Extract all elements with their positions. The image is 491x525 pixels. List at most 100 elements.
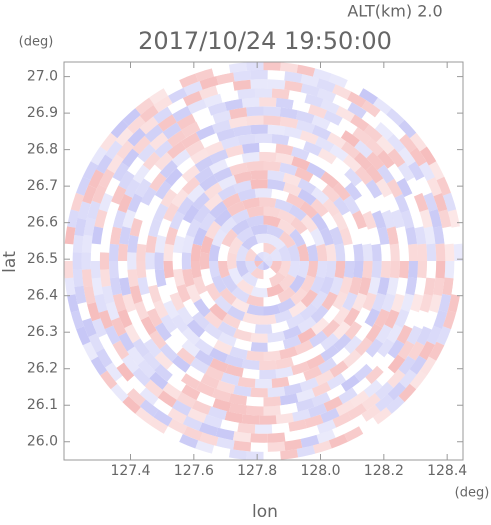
echo-cell bbox=[254, 424, 273, 434]
echo-cell bbox=[208, 244, 221, 261]
echo-cell bbox=[291, 361, 310, 376]
echo-cell bbox=[371, 292, 387, 312]
echo-cell bbox=[279, 116, 299, 129]
echo-cell bbox=[300, 289, 318, 308]
echo-cell bbox=[204, 365, 224, 381]
echo-cell bbox=[263, 215, 281, 228]
echo-cell bbox=[221, 274, 238, 294]
echo-cell bbox=[404, 309, 419, 329]
echo-cell bbox=[259, 151, 277, 162]
echo-cell bbox=[176, 392, 196, 409]
echo-cell bbox=[148, 284, 162, 304]
echo-cell bbox=[438, 293, 452, 313]
echo-cell bbox=[236, 261, 249, 277]
echo-cell bbox=[241, 152, 260, 163]
echo-cell bbox=[182, 298, 200, 318]
echo-cell bbox=[212, 110, 232, 124]
echo-cell bbox=[250, 442, 268, 452]
echo-cell bbox=[220, 136, 240, 150]
echo-cell bbox=[204, 322, 223, 340]
echo-cell bbox=[316, 243, 328, 261]
radar-echo bbox=[64, 61, 463, 461]
echo-cell bbox=[72, 269, 84, 287]
echo-cell bbox=[140, 210, 156, 230]
echo-cell bbox=[323, 110, 343, 126]
echo-cell bbox=[399, 369, 417, 389]
echo-cell bbox=[110, 119, 129, 139]
echo-cell bbox=[176, 113, 196, 130]
echo-cell bbox=[173, 268, 185, 287]
echo-cell bbox=[250, 179, 268, 190]
echo-cell bbox=[241, 359, 260, 370]
echo-cell bbox=[122, 209, 136, 229]
echo-cell bbox=[334, 243, 346, 261]
echo-cell bbox=[233, 171, 252, 184]
echo-cell bbox=[453, 243, 463, 261]
echo-cell bbox=[288, 204, 307, 222]
echo-cell bbox=[380, 243, 391, 261]
echo-cell bbox=[287, 136, 307, 150]
echo-cell bbox=[154, 363, 173, 382]
echo-cell bbox=[149, 371, 169, 390]
echo-cell bbox=[365, 137, 384, 157]
echo-cell bbox=[209, 358, 229, 373]
echo-cell bbox=[353, 152, 373, 171]
echo-cell bbox=[453, 261, 463, 279]
echo-cell bbox=[195, 381, 216, 397]
echo-cell bbox=[429, 294, 442, 313]
echo-cell bbox=[64, 243, 74, 261]
echo-cell bbox=[127, 115, 146, 134]
echo-cell bbox=[423, 277, 436, 296]
echo-cell bbox=[154, 234, 167, 253]
echo-cell bbox=[200, 268, 214, 287]
echo-cell bbox=[295, 110, 315, 124]
echo-cell bbox=[271, 134, 290, 146]
echo-cell bbox=[269, 271, 286, 287]
echo-cell bbox=[352, 127, 372, 145]
echo-cell bbox=[338, 387, 358, 405]
echo-cell bbox=[395, 277, 408, 296]
echo-cell bbox=[277, 219, 296, 236]
echo-cell bbox=[297, 316, 317, 334]
echo-cell bbox=[149, 132, 169, 151]
echo-cell bbox=[82, 184, 97, 204]
echo-cell bbox=[254, 254, 264, 261]
echo-cell bbox=[190, 357, 210, 374]
echo-cell bbox=[274, 309, 293, 324]
echo-cell bbox=[127, 375, 146, 395]
echo-cell bbox=[263, 294, 281, 307]
echo-cell bbox=[352, 377, 372, 395]
echo-cell bbox=[280, 449, 299, 461]
echo-cell bbox=[333, 333, 352, 352]
echo-cell bbox=[246, 115, 264, 126]
echo-cell bbox=[284, 429, 303, 442]
echo-cell bbox=[300, 74, 320, 88]
echo-cell bbox=[129, 218, 143, 237]
echo-cell bbox=[200, 373, 220, 389]
echo-cell bbox=[196, 392, 216, 407]
echo-cell bbox=[292, 100, 311, 113]
echo-cell bbox=[297, 188, 317, 206]
echo-cell bbox=[353, 243, 364, 261]
echo-cell bbox=[163, 300, 179, 320]
echo-cell bbox=[335, 105, 355, 123]
echo-cell bbox=[279, 402, 298, 415]
echo-cell bbox=[311, 186, 330, 205]
echo-cell bbox=[163, 426, 183, 443]
echo-cell bbox=[110, 383, 129, 403]
echo-cell bbox=[263, 405, 281, 416]
echo-cell bbox=[306, 343, 326, 360]
echo-cell bbox=[176, 196, 194, 216]
echo-cell bbox=[271, 320, 290, 334]
echo-cell bbox=[423, 310, 438, 330]
echo-cell bbox=[397, 340, 415, 360]
echo-cell bbox=[196, 115, 216, 130]
echo-cell bbox=[98, 333, 115, 354]
echo-cell bbox=[204, 182, 223, 200]
echo-cell bbox=[217, 185, 237, 201]
echo-cell bbox=[263, 242, 277, 255]
echo-cell bbox=[326, 373, 347, 390]
echo-cell bbox=[311, 115, 331, 130]
echo-cell bbox=[352, 292, 367, 312]
echo-cell bbox=[237, 134, 256, 146]
